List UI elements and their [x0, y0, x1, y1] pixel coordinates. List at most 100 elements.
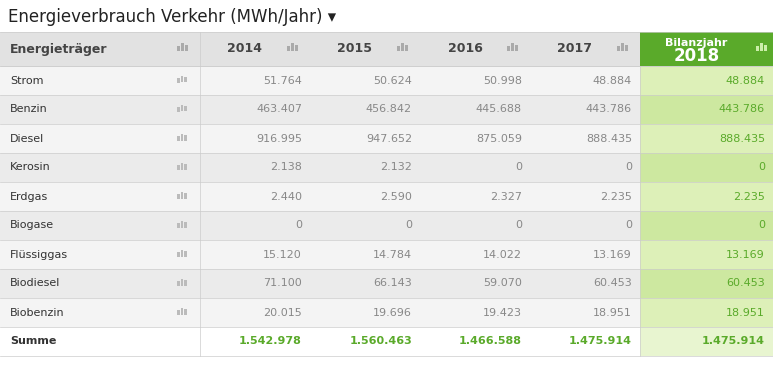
Bar	[184, 222, 186, 227]
Bar	[640, 298, 773, 327]
Text: 2017: 2017	[557, 43, 592, 56]
Text: 0: 0	[758, 220, 765, 230]
Bar	[640, 153, 773, 182]
Bar	[287, 46, 290, 51]
Text: 14.022: 14.022	[483, 250, 522, 259]
Bar	[310, 327, 420, 356]
Bar	[200, 269, 310, 298]
Text: 14.784: 14.784	[373, 250, 412, 259]
Text: 48.884: 48.884	[726, 76, 765, 85]
Text: Biogase: Biogase	[10, 220, 54, 230]
Text: 48.884: 48.884	[593, 76, 632, 85]
Bar	[0, 66, 200, 95]
Text: 19.423: 19.423	[483, 308, 522, 318]
Bar	[530, 182, 640, 211]
Bar	[420, 327, 530, 356]
Bar	[420, 95, 530, 124]
Text: 60.453: 60.453	[727, 279, 765, 289]
Text: 2018: 2018	[673, 47, 720, 65]
Bar	[310, 124, 420, 153]
Bar	[310, 95, 420, 124]
Bar	[404, 45, 407, 51]
Text: 0: 0	[625, 220, 632, 230]
Text: 2.440: 2.440	[270, 191, 302, 201]
Bar	[200, 153, 310, 182]
Bar	[530, 66, 640, 95]
Bar	[420, 153, 530, 182]
Bar	[640, 182, 773, 211]
Bar	[515, 45, 517, 51]
Bar	[176, 46, 179, 51]
Bar	[181, 221, 183, 227]
Text: 2.132: 2.132	[380, 162, 412, 173]
Text: 71.100: 71.100	[264, 279, 302, 289]
Bar	[200, 211, 310, 240]
Text: 888.435: 888.435	[719, 134, 765, 144]
Text: 50.998: 50.998	[483, 76, 522, 85]
Text: 18.951: 18.951	[593, 308, 632, 318]
Bar	[640, 240, 773, 269]
Bar	[764, 45, 767, 51]
Bar	[184, 252, 186, 256]
Text: 0: 0	[758, 162, 765, 173]
Bar	[200, 240, 310, 269]
Bar	[200, 124, 310, 153]
Bar	[177, 281, 180, 286]
Bar	[420, 240, 530, 269]
Bar	[530, 269, 640, 298]
Text: Erdgas: Erdgas	[10, 191, 48, 201]
Bar	[177, 252, 180, 256]
Bar	[200, 298, 310, 327]
Bar	[184, 78, 186, 82]
Bar	[530, 153, 640, 182]
Text: 0: 0	[515, 220, 522, 230]
Bar	[640, 327, 773, 356]
Bar	[184, 309, 186, 315]
Text: 19.696: 19.696	[373, 308, 412, 318]
Bar	[181, 163, 183, 170]
Text: Benzin: Benzin	[10, 105, 48, 115]
Bar	[420, 124, 530, 153]
Text: Biodiesel: Biodiesel	[10, 279, 60, 289]
Bar	[184, 280, 186, 286]
Bar	[420, 182, 530, 211]
Text: 463.407: 463.407	[256, 105, 302, 115]
Bar	[640, 269, 773, 298]
Bar	[295, 45, 298, 51]
Bar	[310, 153, 420, 182]
Text: 2014: 2014	[227, 43, 263, 56]
Bar	[184, 135, 186, 141]
Bar	[625, 45, 628, 51]
Bar	[310, 182, 420, 211]
Text: 59.070: 59.070	[483, 279, 522, 289]
Bar	[184, 164, 186, 170]
Text: 2.138: 2.138	[270, 162, 302, 173]
Bar	[181, 250, 183, 256]
Bar	[0, 153, 200, 182]
Bar	[200, 66, 310, 95]
Bar	[0, 182, 200, 211]
Bar	[506, 46, 509, 51]
Text: 1.560.463: 1.560.463	[349, 336, 412, 347]
Bar	[177, 78, 180, 82]
Text: 2015: 2015	[338, 43, 373, 56]
Text: 947.652: 947.652	[366, 134, 412, 144]
Text: 443.786: 443.786	[586, 105, 632, 115]
Bar	[0, 298, 200, 327]
Bar	[177, 194, 180, 198]
Text: 13.169: 13.169	[593, 250, 632, 259]
Bar	[400, 43, 404, 51]
Bar	[0, 95, 200, 124]
Text: 0: 0	[405, 220, 412, 230]
Bar	[755, 46, 758, 51]
Bar	[0, 124, 200, 153]
Text: 916.995: 916.995	[256, 134, 302, 144]
Bar	[310, 32, 420, 66]
Bar	[760, 43, 762, 51]
Bar	[420, 298, 530, 327]
Bar	[0, 32, 200, 66]
Bar	[530, 124, 640, 153]
Bar	[0, 327, 200, 356]
Bar	[200, 32, 310, 66]
Bar	[310, 269, 420, 298]
